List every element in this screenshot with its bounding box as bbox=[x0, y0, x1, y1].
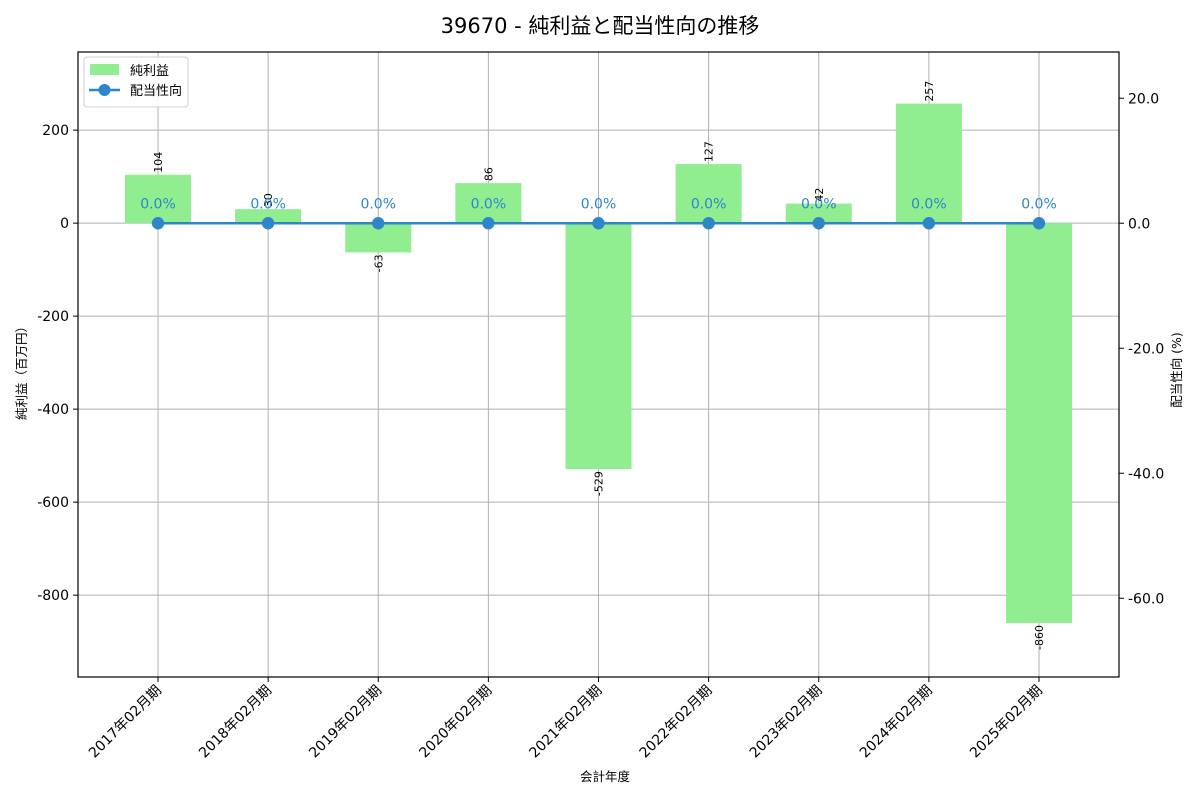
x-tick-label: 2024年02月期 bbox=[857, 683, 936, 762]
left-tick-label: 0 bbox=[60, 216, 69, 232]
right-tick-label: -20.0 bbox=[1128, 341, 1164, 357]
bar-net-income bbox=[1006, 223, 1072, 624]
payout-ratio-marker-icon bbox=[922, 217, 936, 230]
bar-series-net-income bbox=[125, 103, 1072, 624]
x-axis: 2017年02月期 2018年02月期 2019年02月期 2020年02月期 2021… bbox=[86, 677, 1046, 761]
right-tick-label: -40.0 bbox=[1128, 466, 1164, 482]
bar-net-income bbox=[235, 209, 302, 224]
ratio-value-label: 0.0% bbox=[911, 196, 947, 212]
chart-title: 39670 - 純利益と配当性向の推移 bbox=[441, 14, 760, 38]
bar-value-label: 257 bbox=[923, 81, 936, 102]
ratio-value-label: 0.0% bbox=[801, 196, 837, 212]
bar-net-income bbox=[785, 203, 852, 224]
payout-ratio-marker-icon bbox=[482, 217, 495, 230]
payout-ratio-marker-icon bbox=[372, 217, 385, 230]
x-axis-label: 会計年度 bbox=[580, 769, 631, 784]
left-y-axis-label: 純利益（百万円） bbox=[14, 320, 29, 420]
bar-value-label: -860 bbox=[1033, 625, 1046, 650]
ratio-value-label: 0.0% bbox=[581, 196, 617, 212]
line-series-payout-ratio bbox=[151, 217, 1046, 230]
left-tick-label: -600 bbox=[37, 495, 69, 511]
bar-value-label: -529 bbox=[593, 471, 606, 496]
left-y-axis: 200 0 -200 -400 -600 -800 bbox=[37, 123, 78, 604]
bar-net-income bbox=[455, 183, 522, 224]
bar-value-label: 30 bbox=[262, 193, 275, 207]
ratio-value-label: 0.0% bbox=[471, 196, 507, 212]
bar-net-income bbox=[565, 223, 632, 470]
payout-ratio-marker-icon bbox=[702, 217, 715, 230]
right-tick-label: -60.0 bbox=[1128, 591, 1164, 607]
ratio-value-labels: 0.0% 0.0% 0.0% 0.0% 0.0% 0.0% 0.0% 0.0% 0.0% bbox=[140, 196, 1057, 212]
payout-ratio-marker-icon bbox=[1032, 217, 1046, 230]
grid-lines bbox=[78, 52, 1119, 677]
ratio-value-label: 0.0% bbox=[250, 196, 286, 212]
right-tick-label: 0.0 bbox=[1128, 216, 1150, 232]
legend-label-payout-ratio: 配当性向 bbox=[130, 83, 182, 99]
ratio-value-label: 0.0% bbox=[140, 196, 176, 212]
legend-label-net-income: 純利益 bbox=[130, 64, 169, 79]
ratio-value-label: 0.0% bbox=[691, 196, 727, 212]
x-tick-label: 2018年02月期 bbox=[196, 683, 275, 762]
bar-net-income bbox=[675, 164, 742, 224]
payout-ratio-marker-icon bbox=[261, 217, 275, 230]
legend-marker-icon bbox=[98, 84, 111, 96]
bar-value-label: 104 bbox=[152, 152, 165, 173]
bar-value-label: 86 bbox=[482, 167, 495, 181]
x-tick-label: 2025年02月期 bbox=[967, 683, 1046, 762]
legend-bar-swatch-icon bbox=[90, 64, 119, 75]
bar-net-income bbox=[125, 174, 191, 224]
payout-ratio-marker-icon bbox=[151, 217, 165, 230]
left-tick-label: 200 bbox=[42, 123, 69, 139]
payout-ratio-marker-icon bbox=[812, 217, 825, 230]
x-tick-label: 2017年02月期 bbox=[86, 683, 165, 762]
x-tick-label: 2023年02月期 bbox=[747, 683, 826, 762]
bar-net-income bbox=[895, 103, 962, 224]
x-tick-label: 2020年02月期 bbox=[416, 683, 495, 762]
x-tick-label: 2022年02月期 bbox=[637, 683, 716, 762]
right-y-axis: 20.0 0.0 -20.0 -40.0 -60.0 bbox=[1119, 91, 1164, 607]
right-tick-label: 20.0 bbox=[1128, 91, 1159, 107]
left-tick-label: -800 bbox=[37, 588, 69, 604]
legend: 純利益 配当性向 bbox=[83, 56, 189, 108]
ratio-value-label: 0.0% bbox=[360, 196, 396, 212]
x-tick-label: 2019年02月期 bbox=[306, 683, 385, 762]
bar-value-label: 42 bbox=[813, 188, 826, 202]
bar-value-labels: 104 30 -63 86 -529 127 42 257 -860 bbox=[152, 81, 1046, 650]
x-tick-label: 2021年02月期 bbox=[527, 683, 606, 762]
payout-ratio-marker-icon bbox=[592, 217, 605, 230]
bar-value-label: 127 bbox=[703, 141, 716, 162]
right-y-axis-label: 配当性向 (%) bbox=[1169, 332, 1184, 408]
bar-value-label: -63 bbox=[372, 254, 385, 272]
left-tick-label: -400 bbox=[37, 402, 69, 418]
left-tick-label: -200 bbox=[37, 309, 69, 325]
ratio-value-label: 0.0% bbox=[1021, 196, 1057, 212]
